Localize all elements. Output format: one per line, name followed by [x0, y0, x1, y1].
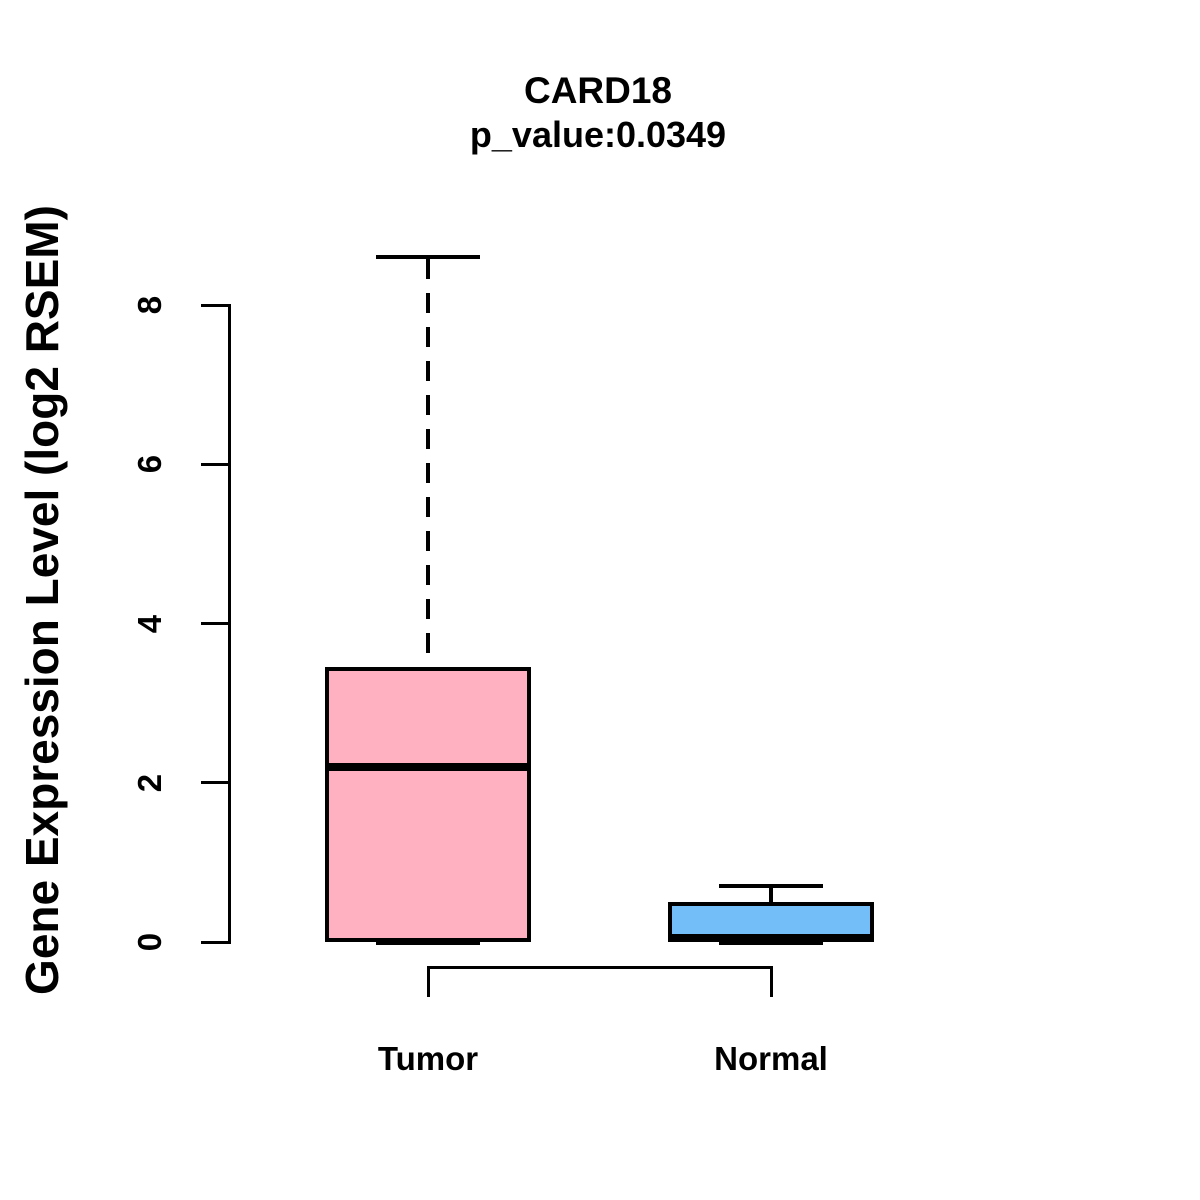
y-axis-tick-label: 2 [131, 773, 168, 792]
chart-title: CARD18 [523, 70, 673, 111]
y-axis-tick-label: 8 [131, 295, 168, 315]
y-axis-label: Gene Expression Level (log2 RSEM) [16, 205, 68, 995]
x-axis-tick [769, 967, 773, 997]
y-axis-line [227, 303, 231, 944]
category-label-tumor: Tumor [377, 1040, 479, 1077]
normal-upper-whisker-cap [719, 884, 823, 889]
tumor-box [325, 667, 531, 942]
y-axis-tick-label: 6 [131, 455, 168, 474]
x-axis-line [426, 965, 773, 969]
normal-upper-whisker-line [769, 888, 773, 903]
chart-subtitle-pvalue: p_value:0.0349 [469, 114, 727, 155]
y-axis-tick-label: 4 [131, 614, 168, 633]
tumor-median-line [325, 762, 531, 771]
y-axis-tick [201, 303, 229, 307]
y-axis-tick-label: 0 [131, 932, 168, 952]
tumor-upper-whisker-line [426, 259, 430, 668]
y-axis-tick [201, 622, 229, 625]
y-axis-tick [201, 781, 229, 785]
tumor-upper-whisker-cap [376, 255, 480, 260]
normal-median-line [668, 934, 874, 943]
y-axis-tick [201, 940, 229, 944]
y-axis-tick [201, 462, 229, 466]
category-label-normal: Normal [714, 1040, 828, 1077]
tumor-lower-whisker-cap [376, 939, 480, 945]
x-axis-tick [426, 967, 430, 997]
